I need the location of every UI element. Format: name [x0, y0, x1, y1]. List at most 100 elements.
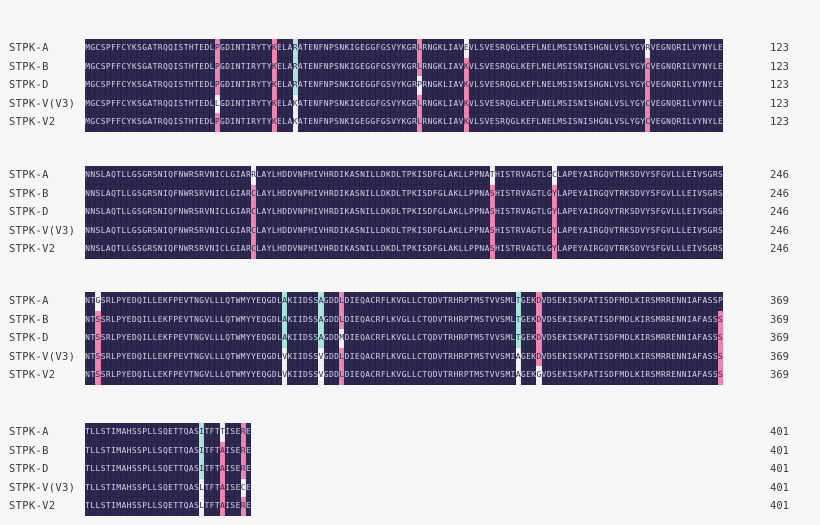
residue-cell: E [168, 460, 174, 479]
residue-cell: I [567, 291, 573, 311]
residue-cell: G [536, 366, 542, 385]
residue-cell: Q [110, 221, 117, 241]
residue-cell: M [240, 329, 246, 348]
residue-cell: G [323, 366, 329, 385]
residue-cell: R [328, 240, 334, 259]
residue-cell: I [110, 441, 117, 461]
residue-cell: N [85, 221, 91, 241]
residue-cell: I [162, 184, 168, 204]
residue-cell: Q [168, 57, 174, 77]
residue-cell: F [209, 422, 215, 442]
residue-cell: S [354, 184, 360, 204]
sequence-label: STPK-B [9, 444, 49, 457]
residue-cell: K [162, 347, 168, 367]
residue-cell: G [598, 39, 604, 58]
residue-cell: R [251, 94, 257, 114]
sequence-label: STPK-V2 [9, 500, 56, 513]
residue-cell: L [712, 76, 718, 95]
residue-cell: A [287, 94, 293, 114]
residue-cell: S [702, 184, 708, 204]
residue-cell: D [287, 184, 293, 204]
residue-cell: S [193, 184, 200, 204]
residue-cell: K [271, 94, 277, 114]
residue-cell: L [271, 240, 277, 259]
residue-cell: L [541, 184, 547, 204]
residue-cell: L [463, 184, 469, 204]
residue-cell: V [484, 76, 490, 95]
residue-cell: S [334, 57, 340, 77]
residue-cell: K [562, 366, 568, 385]
residue-cell: D [608, 310, 615, 330]
residue-cell: W [235, 291, 241, 311]
residue-cell: L [370, 184, 376, 204]
residue-cell: D [334, 329, 340, 348]
residue-cell: Y [256, 39, 262, 58]
residue-cell: V [541, 291, 547, 311]
residue-cell: S [193, 497, 200, 516]
residue-cell: A [453, 94, 459, 114]
residue-cell: K [577, 291, 583, 311]
residue-cell: D [432, 329, 438, 348]
residue-cell: Y [266, 113, 272, 132]
sequence-label: STPK-B [9, 60, 49, 73]
residue-cell: G [510, 76, 516, 95]
residue-cell: L [686, 57, 692, 77]
residue-cell: L [671, 165, 677, 185]
residue-cell: P [583, 366, 589, 385]
residue-cell: Q [168, 221, 174, 241]
residue-cell: Y [645, 221, 651, 241]
residue-cell: N [339, 39, 345, 58]
residue-cell: M [240, 366, 246, 385]
residue-cell: R [240, 422, 246, 442]
residue-cell: G [199, 366, 205, 385]
residue-cell: S [100, 422, 106, 442]
residue-cell: F [614, 347, 620, 367]
residue-cell: F [173, 221, 179, 241]
residue-cell: L [629, 366, 635, 385]
residue-cell: Q [183, 478, 189, 498]
residue-cell: F [531, 94, 537, 114]
residue-cell: D [391, 203, 397, 222]
residue-cell: G [546, 240, 552, 259]
residue-cell: L [551, 39, 558, 58]
residue-cell: P [567, 221, 573, 241]
residue-cell: D [302, 366, 309, 385]
residue-cell: D [427, 165, 433, 185]
residue-cell: I [691, 240, 698, 259]
residue-cell: G [219, 113, 226, 132]
residue-cell: L [375, 221, 381, 241]
residue-cell: Y [126, 57, 132, 77]
residue-cell: G [634, 94, 641, 114]
residue-cell: P [567, 203, 573, 222]
residue-cell: M [85, 39, 91, 58]
residue-cell: N [666, 76, 672, 95]
residue-cell: N [577, 57, 583, 77]
residue-cell: E [126, 347, 132, 367]
residue-cell: R [619, 203, 625, 222]
residue-cell: E [572, 184, 578, 204]
residue-cell: L [209, 347, 215, 367]
residue-cell: C [370, 366, 376, 385]
residue-cell: S [308, 366, 314, 385]
residue-cell: S [136, 76, 143, 95]
residue-cell: G [432, 94, 438, 114]
residue-cell: H [126, 441, 132, 461]
residue-cell: A [702, 366, 708, 385]
residue-cell: W [183, 203, 189, 222]
residue-cell: E [546, 113, 552, 132]
residue-cell: S [157, 497, 163, 516]
residue-cell: I [448, 76, 454, 95]
residue-cell: R [188, 203, 194, 222]
residue-cell: V [614, 76, 620, 95]
residue-cell: S [479, 366, 485, 385]
residue-cell: Y [551, 203, 558, 222]
residue-cell: V [541, 366, 547, 385]
residue-cell: P [173, 291, 179, 311]
residue-cell: T [442, 347, 449, 367]
residue-cell: Q [359, 329, 366, 348]
residue-cell: S [562, 94, 568, 114]
residue-cell: G [142, 184, 148, 204]
residue-cell: V [520, 165, 526, 185]
residue-cell: T [240, 76, 246, 95]
residue-cell: L [417, 39, 423, 58]
